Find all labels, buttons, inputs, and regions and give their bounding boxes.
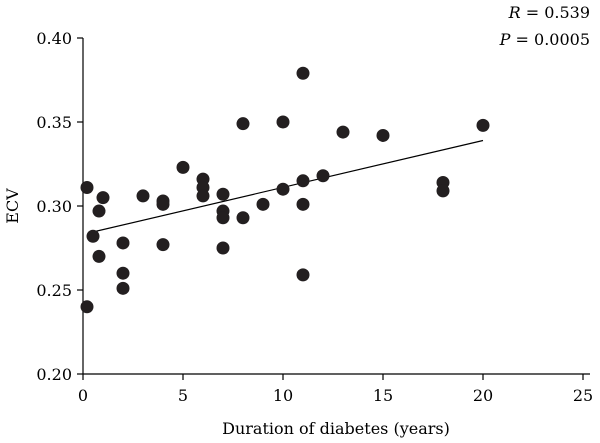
- data-point: [236, 117, 250, 131]
- data-point: [216, 187, 230, 201]
- data-point: [86, 229, 100, 243]
- x-tick-label: 25: [573, 386, 593, 405]
- data-point: [276, 182, 290, 196]
- r-value: = 0.539: [521, 3, 590, 22]
- data-point: [476, 118, 490, 132]
- y-ticks: 0.20 0.25 0.30 0.35 0.40: [36, 29, 83, 384]
- p-variable: P: [499, 30, 511, 49]
- data-point: [296, 268, 310, 282]
- data-point: [116, 266, 130, 280]
- x-tick-label: 15: [373, 386, 393, 405]
- data-point: [80, 181, 94, 195]
- data-point: [376, 128, 390, 142]
- data-point: [176, 160, 190, 174]
- data-point: [436, 184, 450, 198]
- x-axis-label: Duration of diabetes (years): [222, 419, 450, 438]
- y-tick-label: 0.35: [36, 113, 72, 132]
- data-point: [236, 211, 250, 225]
- y-tick-label: 0.30: [36, 197, 72, 216]
- data-point: [92, 204, 106, 218]
- y-tick-label: 0.25: [36, 281, 72, 300]
- p-value: = 0.0005: [510, 30, 590, 49]
- data-point: [116, 281, 130, 295]
- data-point: [316, 169, 330, 183]
- data-point: [296, 197, 310, 211]
- data-point: [156, 238, 170, 252]
- data-point: [196, 189, 210, 203]
- data-point: [336, 125, 350, 139]
- x-tick-label: 0: [78, 386, 88, 405]
- data-point: [156, 197, 170, 211]
- data-point: [276, 115, 290, 129]
- data-point: [216, 241, 230, 255]
- data-points: [80, 66, 490, 314]
- data-point: [216, 211, 230, 225]
- y-axis-label: ECV: [3, 188, 22, 224]
- x-tick-label: 20: [473, 386, 493, 405]
- x-tick-label: 5: [178, 386, 188, 405]
- data-point: [80, 300, 94, 314]
- data-point: [296, 66, 310, 80]
- data-point: [136, 189, 150, 203]
- data-point: [296, 174, 310, 188]
- r-annotation: R = 0.539: [508, 3, 590, 22]
- data-point: [96, 191, 110, 205]
- y-tick-label: 0.20: [36, 365, 72, 384]
- p-annotation: P = 0.0005: [499, 30, 590, 49]
- data-point: [256, 197, 270, 211]
- r-variable: R: [508, 3, 521, 22]
- data-point: [116, 236, 130, 250]
- data-point: [92, 249, 106, 263]
- x-tick-label: 10: [273, 386, 293, 405]
- x-ticks: 0 5 10 15 20 25: [78, 374, 593, 405]
- y-tick-label: 0.40: [36, 29, 72, 48]
